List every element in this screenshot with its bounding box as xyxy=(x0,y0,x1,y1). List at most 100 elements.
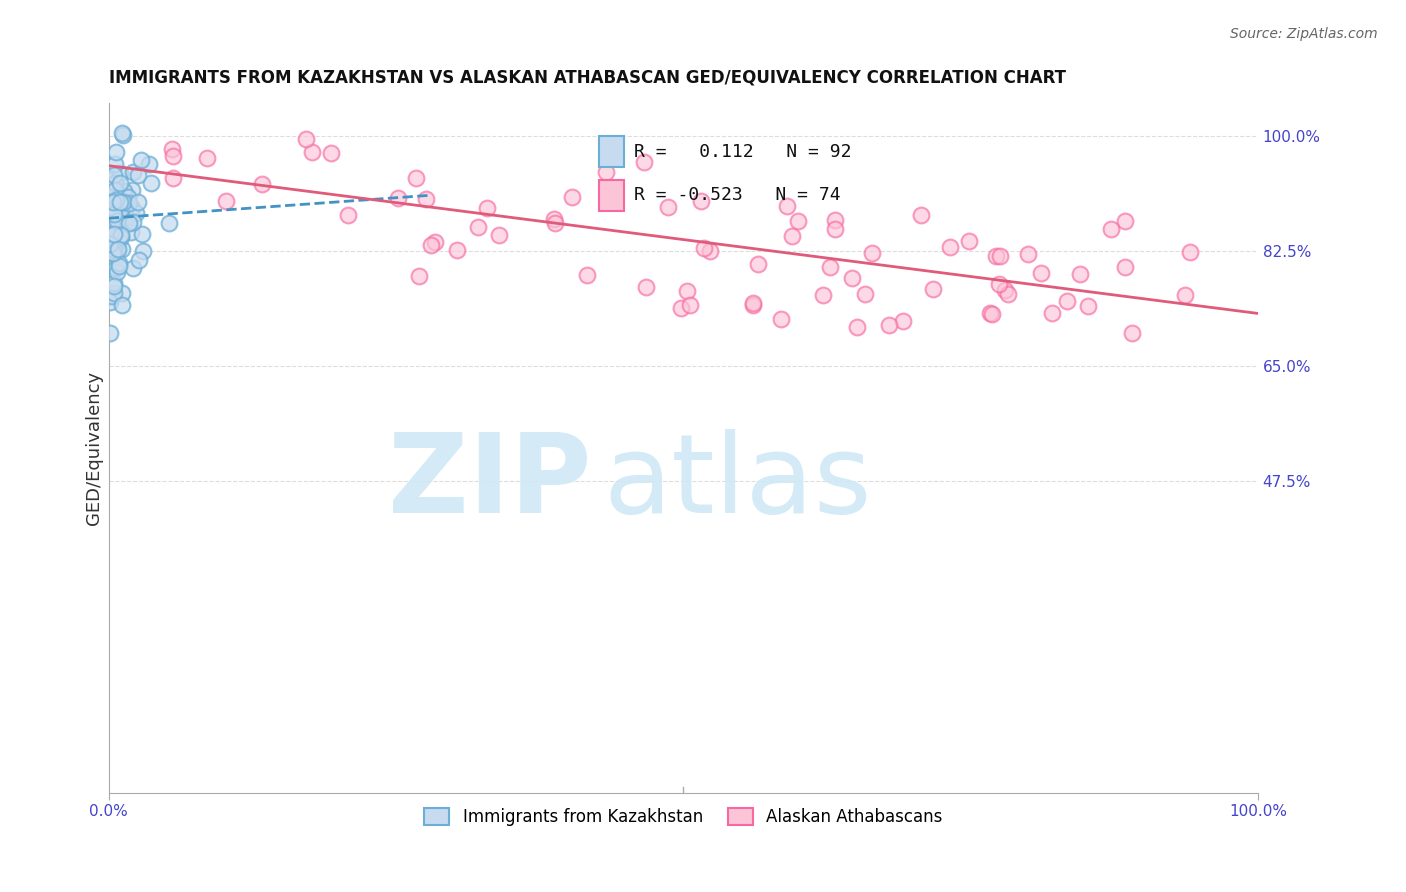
Point xyxy=(100,217,122,231)
Point xyxy=(846,320,869,334)
Point xyxy=(117,200,139,214)
Point xyxy=(1029,266,1052,280)
Point xyxy=(780,228,803,243)
Point xyxy=(101,195,124,210)
Point xyxy=(877,318,900,332)
Point xyxy=(891,314,914,328)
Point xyxy=(117,190,139,204)
Point xyxy=(679,298,702,312)
Point xyxy=(121,165,143,179)
Point xyxy=(108,256,131,270)
Point xyxy=(544,216,567,230)
Point xyxy=(214,194,236,208)
Point xyxy=(118,196,141,211)
Point xyxy=(853,286,876,301)
Point xyxy=(420,238,443,252)
Point xyxy=(110,202,132,216)
Point xyxy=(813,288,835,302)
Point xyxy=(100,219,122,234)
Point xyxy=(105,244,128,259)
Point xyxy=(295,132,318,146)
Point xyxy=(105,214,128,228)
Point xyxy=(120,225,142,239)
Point xyxy=(111,298,134,312)
Point xyxy=(110,195,132,210)
Point xyxy=(138,157,160,171)
Point xyxy=(115,197,138,211)
Point xyxy=(132,244,155,259)
Point xyxy=(114,189,136,203)
Point xyxy=(121,183,143,197)
Point xyxy=(841,271,863,285)
Point xyxy=(104,260,127,275)
Point xyxy=(98,245,121,260)
Point xyxy=(103,226,125,240)
Point xyxy=(1056,293,1078,308)
Point xyxy=(103,276,125,290)
Point xyxy=(747,257,769,271)
Point xyxy=(475,202,498,216)
Point xyxy=(104,145,127,159)
Point xyxy=(675,284,697,298)
Point xyxy=(98,326,121,340)
Point xyxy=(162,171,184,186)
Point xyxy=(387,191,409,205)
Point xyxy=(105,193,128,207)
Point xyxy=(195,151,218,165)
Point xyxy=(634,280,657,294)
Point xyxy=(160,142,183,156)
Point xyxy=(128,252,150,267)
Point xyxy=(118,216,141,230)
Legend: Immigrants from Kazakhstan, Alaskan Athabascans: Immigrants from Kazakhstan, Alaskan Atha… xyxy=(418,801,949,832)
Point xyxy=(921,282,943,296)
Point xyxy=(301,145,323,160)
Point xyxy=(105,265,128,279)
Point xyxy=(657,200,679,214)
Point xyxy=(979,306,1001,320)
Text: atlas: atlas xyxy=(603,429,872,536)
Point xyxy=(108,228,131,243)
Point xyxy=(111,285,134,300)
Point xyxy=(820,260,842,274)
Point xyxy=(98,227,121,241)
Point xyxy=(957,234,980,248)
Point xyxy=(111,126,134,140)
Point xyxy=(104,227,127,242)
Point xyxy=(129,153,152,167)
Point xyxy=(997,287,1019,301)
Point xyxy=(405,171,427,186)
Point xyxy=(103,207,125,221)
Point xyxy=(1077,299,1099,313)
Point xyxy=(984,249,1007,263)
Point xyxy=(103,227,125,241)
Point xyxy=(112,128,135,143)
Point xyxy=(112,184,135,198)
Point xyxy=(824,221,846,235)
Point xyxy=(100,206,122,220)
Point xyxy=(988,249,1011,263)
Point xyxy=(111,217,134,231)
Point xyxy=(127,168,149,182)
Point xyxy=(122,215,145,229)
Point xyxy=(162,149,184,163)
Point xyxy=(101,180,124,194)
Point xyxy=(111,195,134,210)
Point xyxy=(124,206,146,220)
Point xyxy=(467,220,489,235)
Point xyxy=(1069,267,1091,281)
Point xyxy=(446,243,468,257)
Point xyxy=(699,244,721,259)
Point xyxy=(98,206,121,220)
Point xyxy=(576,268,599,283)
Point xyxy=(117,205,139,219)
Point xyxy=(104,176,127,190)
Text: ZIP: ZIP xyxy=(388,429,592,536)
Point xyxy=(157,216,180,230)
Point xyxy=(139,176,162,190)
Point xyxy=(111,204,134,219)
Point xyxy=(633,155,655,169)
Point xyxy=(127,195,149,210)
Point xyxy=(103,286,125,301)
Point xyxy=(107,208,129,222)
Point xyxy=(543,212,565,227)
